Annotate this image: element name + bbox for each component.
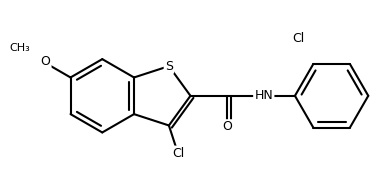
Text: Cl: Cl bbox=[172, 147, 184, 160]
Text: S: S bbox=[165, 60, 173, 73]
Text: O: O bbox=[222, 120, 232, 133]
Text: HN: HN bbox=[255, 89, 273, 102]
Text: O: O bbox=[40, 55, 50, 68]
Text: CH₃: CH₃ bbox=[9, 43, 30, 53]
Text: Cl: Cl bbox=[293, 32, 305, 45]
